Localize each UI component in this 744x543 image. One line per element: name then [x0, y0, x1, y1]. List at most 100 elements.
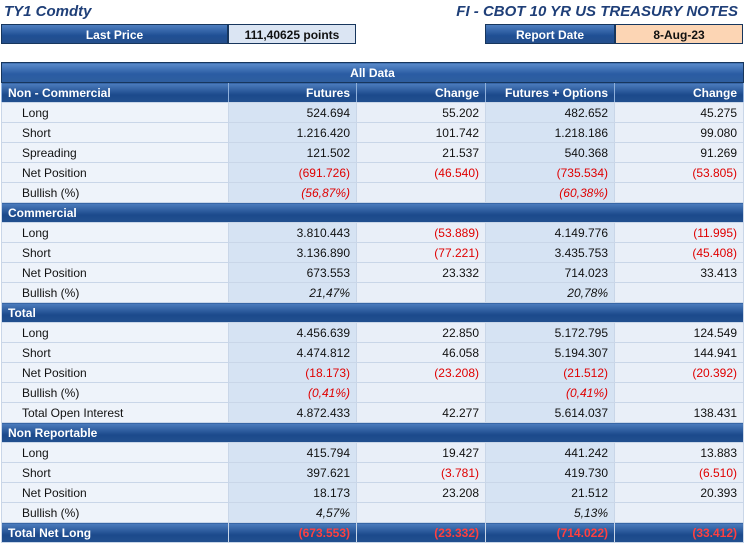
row-label: Long	[1, 442, 229, 463]
table-cell: 21.512	[485, 482, 615, 503]
table-cell: (6.510)	[613, 462, 744, 483]
table-cell: 540.368	[485, 142, 615, 163]
column-header: Change	[613, 82, 744, 103]
table-cell: 99.080	[613, 122, 744, 143]
table-cell	[356, 502, 486, 523]
table-row: Net Position 18.173 23.208 21.512 20.393	[1, 482, 744, 503]
table-cell: (735.534)	[485, 162, 615, 183]
table-cell	[356, 382, 486, 403]
table-cell: 124.549	[613, 322, 744, 343]
all-data-banner: All Data	[0, 62, 744, 83]
table-cell: (77.221)	[356, 242, 486, 263]
table-row: Long 4.456.639 22.850 5.172.795 124.549	[1, 322, 744, 343]
table-cell	[356, 182, 486, 203]
table-cell: (23.332)	[356, 522, 486, 543]
table-cell	[613, 382, 744, 403]
table-cell: (714.022)	[485, 522, 615, 543]
table-cell: 138.431	[613, 402, 744, 423]
table-cell: (673.553)	[228, 522, 357, 543]
table-cell: 3.810.443	[228, 222, 357, 243]
table-cell: 4.149.776	[485, 222, 615, 243]
section-title: Commercial	[0, 202, 744, 223]
table-cell: 415.794	[228, 442, 357, 463]
table-cell: 5.172.795	[485, 322, 615, 343]
section-commercial: Commercial	[0, 202, 744, 223]
table-cell: (3.781)	[356, 462, 486, 483]
table-cell: (691.726)	[228, 162, 357, 183]
table-cell: 101.742	[356, 122, 486, 143]
row-label: Long	[1, 102, 229, 123]
table-row: Short 4.474.812 46.058 5.194.307 144.941	[1, 342, 744, 363]
row-label: Bullish (%)	[1, 382, 229, 403]
table-cell: 5.194.307	[485, 342, 615, 363]
table-cell: 144.941	[613, 342, 744, 363]
table-cell: (0,41%)	[228, 382, 357, 403]
cot-data-table: All Data Non - Commercial Futures Change…	[0, 62, 744, 543]
table-row: Bullish (%) 4,57% 5,13%	[1, 502, 744, 523]
table-cell: 23.332	[356, 262, 486, 283]
table-row: Long 524.694 55.202 482.652 45.275	[1, 102, 744, 123]
table-row: Short 3.136.890 (77.221) 3.435.753 (45.408)	[1, 242, 744, 263]
table-cell: 482.652	[485, 102, 615, 123]
table-cell	[613, 182, 744, 203]
column-header: Change	[356, 82, 486, 103]
table-cell: 419.730	[485, 462, 615, 483]
row-label: Net Position	[1, 262, 229, 283]
table-row: Short 397.621 (3.781) 419.730 (6.510)	[1, 462, 744, 483]
table-cell: 3.136.890	[228, 242, 357, 263]
row-label: Long	[1, 322, 229, 343]
table-cell	[613, 502, 744, 523]
column-header-row: Non - Commercial Futures Change Futures …	[1, 82, 744, 103]
table-cell: 21.537	[356, 142, 486, 163]
table-cell: 524.694	[228, 102, 357, 123]
table-row: Total Open Interest 4.872.433 42.277 5.614.…	[1, 402, 744, 423]
table-cell: 121.502	[228, 142, 357, 163]
table-cell	[356, 282, 486, 303]
table-cell: 18.173	[228, 482, 357, 503]
table-cell: (53.889)	[356, 222, 486, 243]
column-header: Futures + Options	[485, 82, 615, 103]
table-cell: 5,13%	[485, 502, 615, 523]
table-cell: 20.393	[613, 482, 744, 503]
table-cell: 91.269	[613, 142, 744, 163]
table-cell: 3.435.753	[485, 242, 615, 263]
report-title: FI - CBOT 10 YR US TREASURY NOTES	[456, 3, 738, 20]
table-cell: (18.173)	[228, 362, 357, 383]
table-cell: 714.023	[485, 262, 615, 283]
table-cell: 45.275	[613, 102, 744, 123]
table-cell: 46.058	[356, 342, 486, 363]
row-label: Short	[1, 342, 229, 363]
table-cell: 1.218.186	[485, 122, 615, 143]
table-cell: 1.216.420	[228, 122, 357, 143]
table-cell: 5.614.037	[485, 402, 615, 423]
table-cell: (53.805)	[613, 162, 744, 183]
table-cell: 4.872.433	[228, 402, 357, 423]
table-cell: 397.621	[228, 462, 357, 483]
table-row: Net Position (18.173) (23.208) (21.512) (20.…	[1, 362, 744, 383]
table-cell: 20,78%	[485, 282, 615, 303]
row-label: Bullish (%)	[1, 182, 229, 203]
table-cell: (20.392)	[613, 362, 744, 383]
all-data-label: All Data	[0, 62, 744, 83]
row-label: Short	[1, 242, 229, 263]
row-label: Spreading	[1, 142, 229, 163]
report-date-label: Report Date	[485, 24, 615, 44]
column-header: Non - Commercial	[1, 82, 229, 103]
table-row: Net Position 673.553 23.332 714.023 33.413	[1, 262, 744, 283]
column-header: Futures	[228, 82, 357, 103]
table-cell: 42.277	[356, 402, 486, 423]
table-cell	[613, 282, 744, 303]
section-total: Total	[0, 302, 744, 323]
row-label: Bullish (%)	[1, 282, 229, 303]
row-label: Net Position	[1, 482, 229, 503]
table-cell: 23.208	[356, 482, 486, 503]
table-row: Bullish (%) (56,87%) (60,38%)	[1, 182, 744, 203]
row-label: Total Open Interest	[1, 402, 229, 423]
table-cell: (0,41%)	[485, 382, 615, 403]
table-cell: (11.995)	[613, 222, 744, 243]
table-row: Long 415.794 19.427 441.242 13.883	[1, 442, 744, 463]
table-cell: 19.427	[356, 442, 486, 463]
table-cell: 4.474.812	[228, 342, 357, 363]
row-label: Long	[1, 222, 229, 243]
table-cell: 673.553	[228, 262, 357, 283]
